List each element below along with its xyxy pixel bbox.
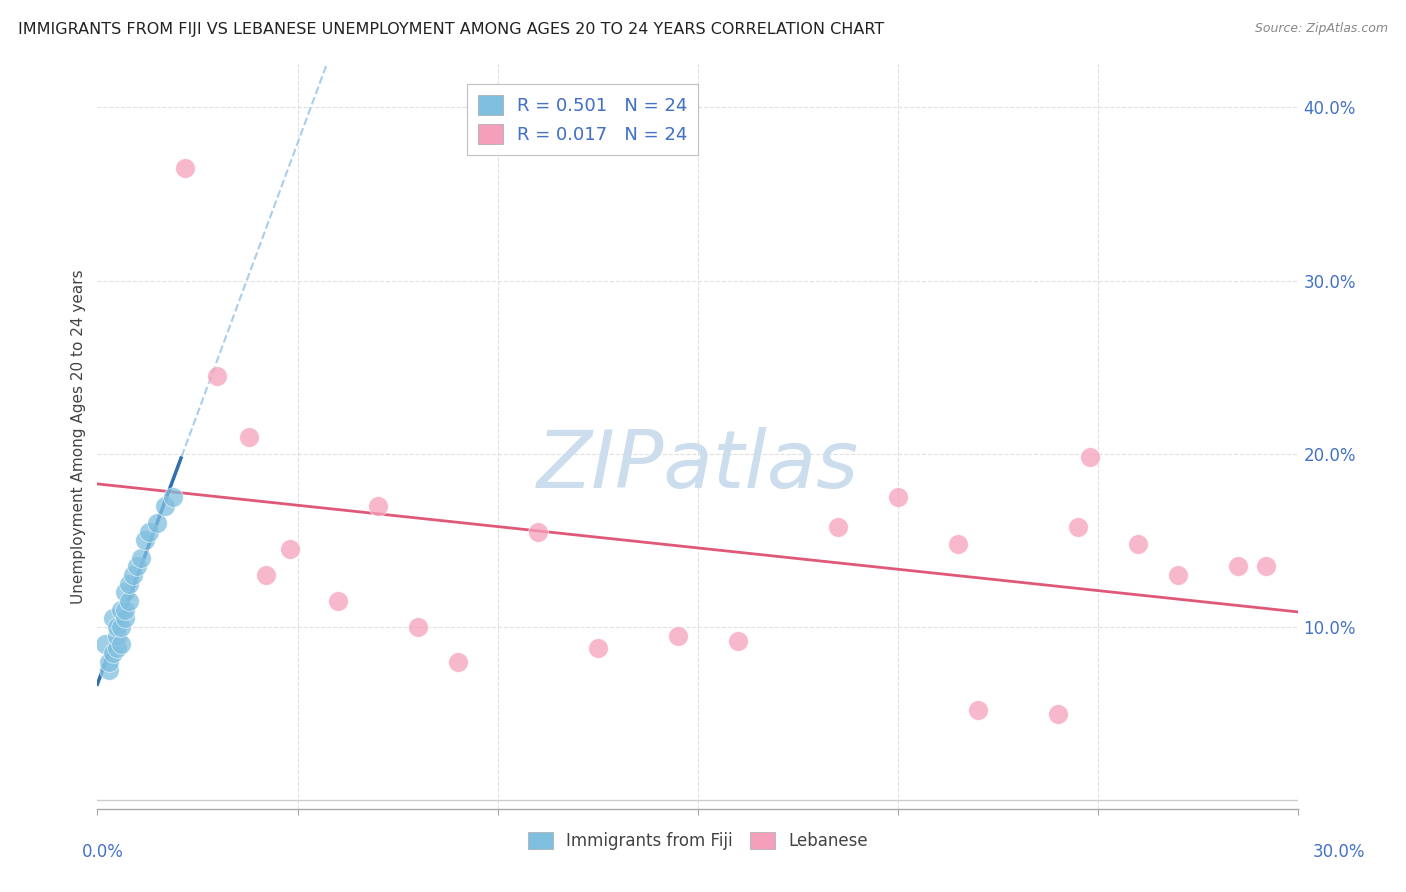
Point xyxy=(118,594,141,608)
Point xyxy=(1227,559,1250,574)
Point xyxy=(94,637,117,651)
Text: IMMIGRANTS FROM FIJI VS LEBANESE UNEMPLOYMENT AMONG AGES 20 TO 24 YEARS CORRELAT: IMMIGRANTS FROM FIJI VS LEBANESE UNEMPLO… xyxy=(18,22,884,37)
Point xyxy=(666,629,689,643)
Point xyxy=(447,655,470,669)
Point xyxy=(105,640,128,655)
Point xyxy=(146,516,169,530)
Point xyxy=(1078,450,1101,465)
Point xyxy=(98,664,121,678)
Text: ZIPatlas: ZIPatlas xyxy=(537,427,859,506)
Point xyxy=(114,585,136,599)
Point xyxy=(122,568,145,582)
Point xyxy=(105,629,128,643)
Point xyxy=(110,620,132,634)
Point xyxy=(103,611,125,625)
Point xyxy=(254,568,277,582)
Point xyxy=(1128,537,1150,551)
Point xyxy=(967,703,990,717)
Point xyxy=(406,620,429,634)
Text: Source: ZipAtlas.com: Source: ZipAtlas.com xyxy=(1254,22,1388,36)
Point xyxy=(98,655,121,669)
Point xyxy=(827,519,849,533)
Point xyxy=(586,640,609,655)
Point xyxy=(105,620,128,634)
Point xyxy=(118,576,141,591)
Point xyxy=(1167,568,1189,582)
Point xyxy=(326,594,349,608)
Point xyxy=(110,637,132,651)
Point xyxy=(134,533,156,548)
Point xyxy=(526,524,548,539)
Point xyxy=(110,603,132,617)
Point xyxy=(174,161,197,175)
Point xyxy=(131,550,153,565)
Point xyxy=(114,611,136,625)
Text: 0.0%: 0.0% xyxy=(82,843,124,861)
Y-axis label: Unemployment Among Ages 20 to 24 years: Unemployment Among Ages 20 to 24 years xyxy=(72,269,86,604)
Point xyxy=(162,490,184,504)
Point xyxy=(155,499,177,513)
Point xyxy=(103,646,125,660)
Point xyxy=(1067,519,1090,533)
Point xyxy=(138,524,160,539)
Point xyxy=(278,542,301,557)
Point xyxy=(887,490,910,504)
Point xyxy=(114,603,136,617)
Point xyxy=(367,499,389,513)
Point xyxy=(207,368,229,383)
Point xyxy=(238,429,260,443)
Text: 30.0%: 30.0% xyxy=(1312,843,1365,861)
Point xyxy=(1256,559,1278,574)
Point xyxy=(946,537,969,551)
Point xyxy=(1047,706,1070,721)
Point xyxy=(127,559,149,574)
Legend: R = 0.501   N = 24, R = 0.017   N = 24: R = 0.501 N = 24, R = 0.017 N = 24 xyxy=(467,84,699,154)
Point xyxy=(727,634,749,648)
